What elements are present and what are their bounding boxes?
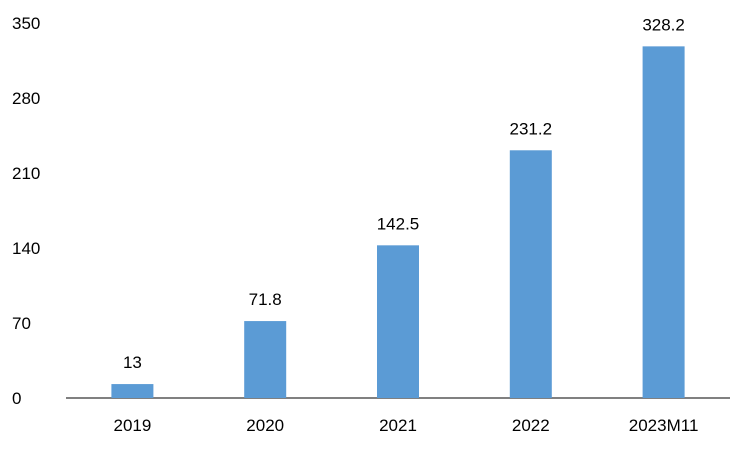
x-tick-label: 2023M11 <box>629 416 699 435</box>
bar <box>111 384 154 398</box>
x-tick-label: 2020 <box>246 416 284 435</box>
bar <box>244 321 287 398</box>
bar <box>642 46 685 398</box>
data-label: 328.2 <box>642 15 685 34</box>
bar <box>509 150 552 398</box>
y-tick-label: 280 <box>12 89 40 108</box>
data-label: 71.8 <box>249 290 282 309</box>
x-axis-tick-labels: 2019 2020 2021 2022 2023M11 <box>113 416 698 435</box>
y-tick-label: 0 <box>12 389 21 408</box>
x-tick-label: 2022 <box>512 416 550 435</box>
y-tick-label: 140 <box>12 239 40 258</box>
y-tick-label: 350 <box>12 14 40 33</box>
data-labels-group: 13 71.8 142.5 231.2 328.2 <box>123 15 685 372</box>
y-tick-label: 70 <box>12 314 31 333</box>
y-tick-label: 210 <box>12 164 40 183</box>
bars-group <box>111 46 685 398</box>
data-label: 231.2 <box>510 119 553 138</box>
bar <box>377 245 419 398</box>
data-label: 142.5 <box>377 214 420 233</box>
data-label: 13 <box>123 353 142 372</box>
x-tick-label: 2021 <box>379 416 417 435</box>
x-tick-label: 2019 <box>113 416 151 435</box>
y-axis-tick-labels: 0 70 140 210 280 350 <box>12 14 40 408</box>
